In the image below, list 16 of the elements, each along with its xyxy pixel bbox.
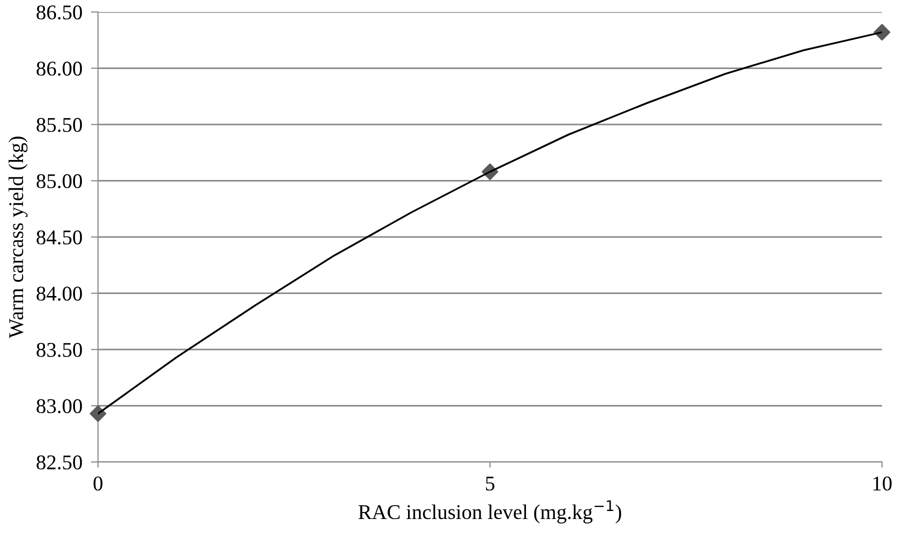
y-tick-label: 84.50	[36, 230, 82, 245]
y-tick-label: 82.50	[36, 455, 82, 470]
y-tick-label: 86.50	[36, 5, 82, 20]
point	[874, 24, 890, 41]
y-tick-label: 86.00	[36, 62, 82, 76]
point	[90, 405, 106, 422]
x-tick-label: 10	[873, 476, 892, 491]
y-tick-label: 85.50	[36, 118, 82, 132]
y-tick-label: 85.00	[36, 174, 82, 188]
x-tick-label: 0	[94, 476, 102, 491]
y-tick-label: 83.50	[36, 342, 82, 358]
x-tick-label: 5	[486, 476, 494, 491]
y-tick-label: 83.00	[36, 399, 82, 414]
y-axis-title: Warm carcass yield (kg)	[8, 136, 28, 338]
y-tick-label: 84.00	[36, 286, 82, 301]
x-axis-title: RAC inclusion level (mg.kg$^{−1}$)	[358, 500, 622, 524]
